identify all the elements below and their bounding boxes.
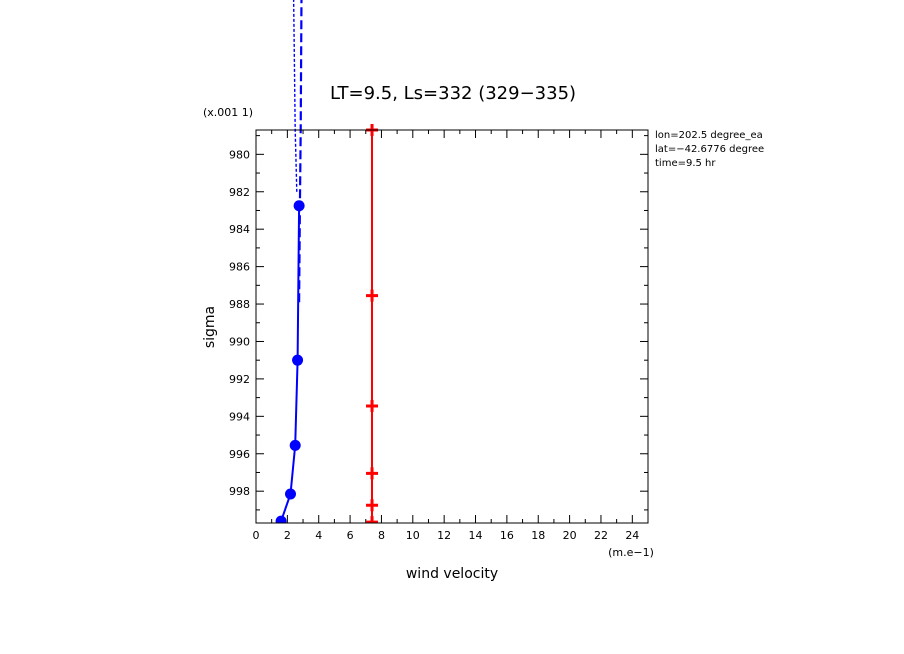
info-block: lon=202.5 degree_ea lat=−42.6776 degree …	[655, 130, 764, 169]
y-tick-label: 992	[229, 373, 250, 386]
x-tick-label: 6	[347, 529, 354, 542]
y-tick-label: 988	[229, 298, 250, 311]
y-tick-label: 998	[229, 485, 250, 498]
y-tick-label: 980	[229, 148, 250, 161]
x-tick-label: 8	[378, 529, 385, 542]
x-tick-label: 4	[315, 529, 322, 542]
x-tick-label: 22	[594, 529, 608, 542]
data-point	[292, 354, 304, 366]
data-point	[366, 289, 379, 302]
info-mask	[779, 128, 904, 172]
x-tick-label: 12	[437, 529, 451, 542]
x-tick-label: 14	[469, 529, 483, 542]
info-lon: lon=202.5 degree_ea	[655, 130, 763, 141]
y-tick-label: 984	[229, 223, 250, 236]
y-axis-label: sigma	[202, 306, 218, 348]
info-lat: lat=−42.6776 degree	[655, 144, 764, 155]
y-unit-label: (x.001 1)	[203, 106, 253, 119]
y-tick-label: 990	[229, 335, 250, 348]
chart-title: LT=9.5, Ls=332 (329−335)	[330, 83, 576, 104]
data-point	[275, 515, 287, 523]
plot-frame	[255, 129, 649, 524]
data-point	[366, 400, 379, 413]
x-tick-label: 0	[253, 529, 260, 542]
x-tick-label: 24	[625, 529, 639, 542]
info-time: time=9.5 hr	[655, 158, 716, 169]
data-point	[284, 488, 296, 500]
x-tick-label: 2	[284, 529, 291, 542]
series-line-2	[292, 0, 298, 192]
x-unit-label: (m.e−1)	[608, 546, 654, 559]
y-tick-label: 986	[229, 261, 250, 274]
x-axis-label: wind velocity	[406, 566, 498, 582]
y-tick-label: 982	[229, 186, 250, 199]
series-line-1	[298, 0, 303, 303]
x-tick-label: 20	[563, 529, 577, 542]
y-tick-label: 996	[229, 448, 250, 461]
x-tick-label: 10	[406, 529, 420, 542]
y-tick-label: 994	[229, 410, 250, 423]
data-point	[366, 467, 379, 480]
x-tick-label: 16	[500, 529, 514, 542]
data-point	[366, 516, 379, 523]
x-tick-label: 18	[531, 529, 545, 542]
axis-ticks: 0 2 4 6 8 10 12 14 16 18 20 22 249809829849869889909…	[229, 130, 648, 542]
data-point	[289, 439, 301, 451]
data-series	[275, 0, 379, 523]
data-point	[366, 499, 379, 512]
